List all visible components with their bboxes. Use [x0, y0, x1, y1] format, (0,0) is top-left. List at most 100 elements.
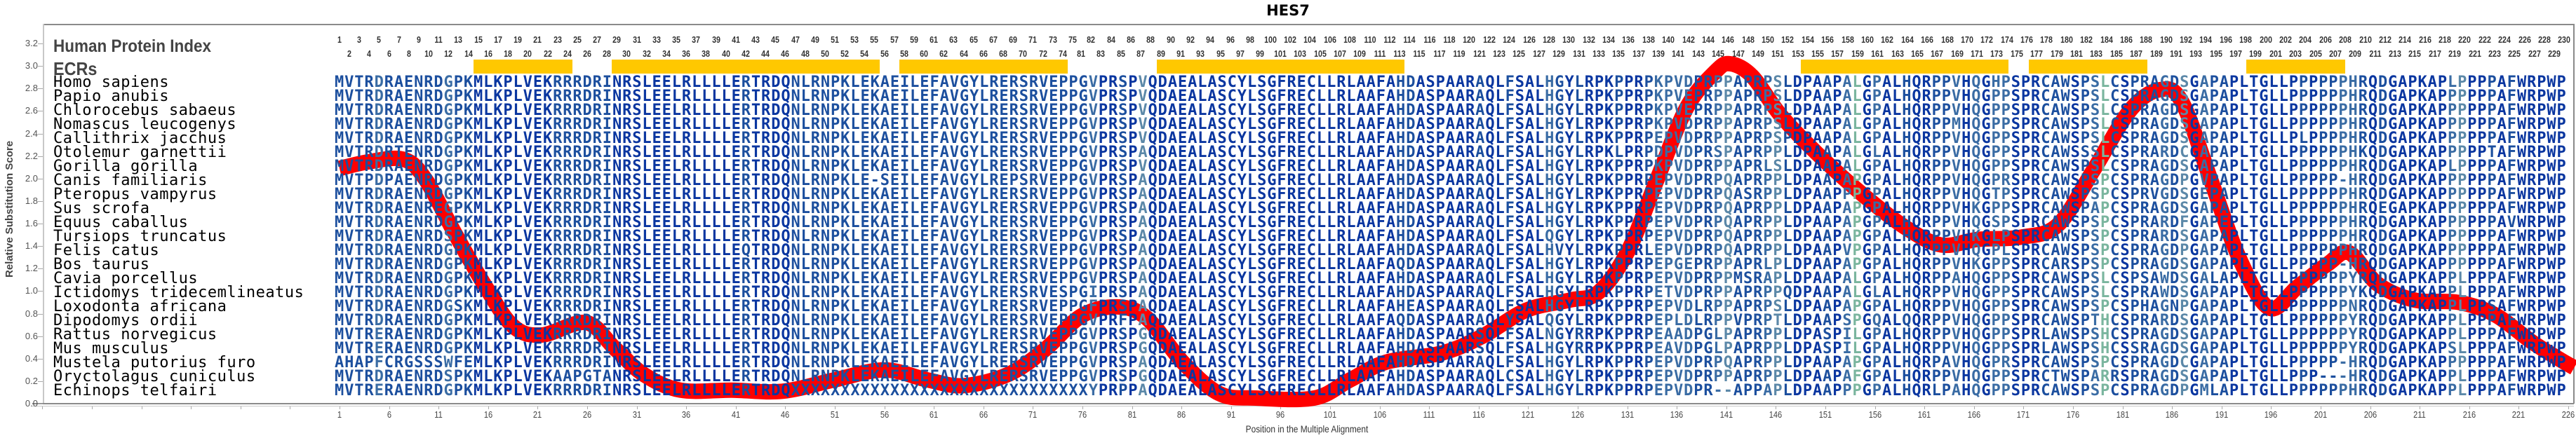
sequence-row: MVTRDRAENRDGPKMLKPLVEKRRRDRINRSLEELRLLLL…	[335, 88, 2567, 105]
human-index-number: 62	[939, 48, 948, 59]
species-name: Mustela putorius furo	[53, 354, 256, 371]
x-tick-label: 176	[2066, 409, 2080, 420]
human-index-number: 119	[1453, 48, 1465, 59]
human-index-number: 161	[1871, 48, 1884, 59]
sequence-row: MVTRDRAENRDGPKMLKPLVEKRRRDRINRSLEELRLLLL…	[335, 116, 2567, 133]
sequence-row: MVTRDRAENRDGPKMLKPLVEKRRRDRINRSLEELRLLLL…	[335, 130, 2567, 147]
human-index-number: 169	[1950, 48, 1964, 59]
human-index-number: 91	[1176, 48, 1185, 59]
human-index-number: 50	[820, 48, 829, 59]
human-index-number: 178	[2040, 34, 2053, 45]
species-name: Cavia porcellus	[53, 270, 199, 287]
human-index-number: 63	[949, 34, 958, 45]
y-tick-mark	[38, 381, 43, 382]
y-tick-label: 1.0	[25, 285, 38, 296]
y-tick-label: 3.2	[25, 38, 38, 49]
ecrs-label: ECRs	[53, 58, 98, 79]
human-index-number: 175	[2010, 48, 2023, 59]
human-index-number: 122	[1482, 34, 1496, 45]
human-index-number: 157	[1831, 48, 1844, 59]
x-tick-mark	[2568, 406, 2569, 409]
human-index-number: 189	[2149, 48, 2163, 59]
human-index-number: 223	[2488, 48, 2501, 59]
x-tick-label: 146	[1769, 409, 1783, 420]
human-index-number: 39	[711, 34, 720, 45]
human-index-number: 12	[444, 48, 453, 59]
x-tick-label: 216	[2462, 409, 2476, 420]
x-tick-mark	[1082, 406, 1083, 409]
human-index-number: 97	[1236, 48, 1245, 59]
human-index-number: 101	[1273, 48, 1287, 59]
human-index-number: 137	[1632, 48, 1645, 59]
human-index-number: 213	[2389, 48, 2401, 59]
human-index-number: 200	[2259, 34, 2272, 45]
y-tick-label: 0.4	[25, 353, 38, 364]
x-tick-mark	[1181, 406, 1183, 409]
sequence-row: MVTRDRAENRDGPKMLKPLVEKRRRDRINRSLEELRLLLL…	[335, 186, 2567, 203]
human-index-number: 152	[1781, 34, 1795, 45]
human-index-number: 66	[979, 48, 988, 59]
human-index-number: 29	[612, 34, 622, 45]
human-index-number: 204	[2299, 34, 2312, 45]
human-index-number: 33	[652, 34, 661, 45]
y-tick-label: 2.4	[25, 128, 38, 139]
human-index-number: 225	[2508, 48, 2521, 59]
human-index-number: 100	[1263, 34, 1277, 45]
human-index-number: 208	[2339, 34, 2352, 45]
x-tick-label: 161	[1917, 409, 1931, 420]
human-index-number: 92	[1186, 34, 1195, 45]
human-index-number: 166	[1921, 34, 1934, 45]
human-index-number: 96	[1226, 34, 1235, 45]
sequence-row: MVTRDRAENRDGPKMLKPLVEKRRRDRINRSLEELRLLLL…	[335, 74, 2567, 91]
human-index-number: 187	[2130, 48, 2143, 59]
sequence-row: AHAPFCRGSSSWFEMLKPLVEKRRRDRINRSLEELRLLLL…	[335, 354, 2567, 371]
x-tick-mark	[42, 406, 43, 409]
human-index-number: 159	[1851, 48, 1864, 59]
species-name: Callithrix jacchus	[53, 130, 227, 147]
substitution-score-line	[337, 55, 2576, 408]
human-index-number: 194	[2199, 34, 2213, 45]
x-tick-label: 96	[1276, 409, 1285, 420]
human-index-number: 128	[1543, 34, 1555, 45]
human-index-number: 9	[416, 34, 421, 45]
human-index-number: 141	[1672, 48, 1685, 59]
x-tick-mark	[1429, 406, 1430, 409]
human-index-number: 167	[1931, 48, 1944, 59]
species-name: Echinops telfairi	[53, 382, 217, 399]
human-index-number: 114	[1403, 34, 1416, 45]
human-index-number: 34	[662, 48, 671, 59]
x-tick-label: 141	[1719, 409, 1733, 420]
x-tick-label: 56	[880, 409, 889, 420]
ecr-bar	[473, 60, 572, 74]
human-index-number: 98	[1246, 34, 1255, 45]
human-index-number: 46	[781, 48, 790, 59]
x-tick-label: 36	[682, 409, 691, 420]
human-index-number: 145	[1712, 48, 1725, 59]
x-tick-mark	[2073, 406, 2074, 409]
human-index-number: 156	[1821, 34, 1834, 45]
human-index-number: 229	[2548, 48, 2561, 59]
y-tick-mark	[38, 246, 43, 247]
human-index-number: 3	[357, 34, 362, 45]
y-tick-mark	[38, 313, 43, 315]
human-index-number: 102	[1284, 34, 1296, 45]
human-index-number: 37	[692, 34, 701, 45]
human-index-number: 130	[1562, 34, 1576, 45]
ecr-bar	[2028, 60, 2147, 74]
human-index-number: 82	[1087, 34, 1096, 45]
sequence-row: MVTRERAENRDGPKMLKPLVEKRRRDRINRSLEELRLLLL…	[335, 340, 2567, 357]
y-axis-line	[43, 24, 44, 404]
human-index-number: 47	[791, 34, 800, 45]
human-index-number: 89	[1156, 48, 1165, 59]
human-index-number: 81	[1077, 48, 1085, 59]
human-index-number: 8	[406, 48, 411, 59]
y-tick-label: 2.6	[25, 105, 38, 116]
human-index-number: 41	[731, 34, 740, 45]
human-index-number: 24	[563, 48, 572, 59]
human-index-number: 230	[2558, 34, 2571, 45]
human-index-number: 149	[1752, 48, 1764, 59]
human-index-number: 129	[1552, 48, 1566, 59]
human-index-number: 4	[367, 48, 372, 59]
x-tick-mark	[636, 406, 638, 409]
human-index-number: 36	[682, 48, 691, 59]
